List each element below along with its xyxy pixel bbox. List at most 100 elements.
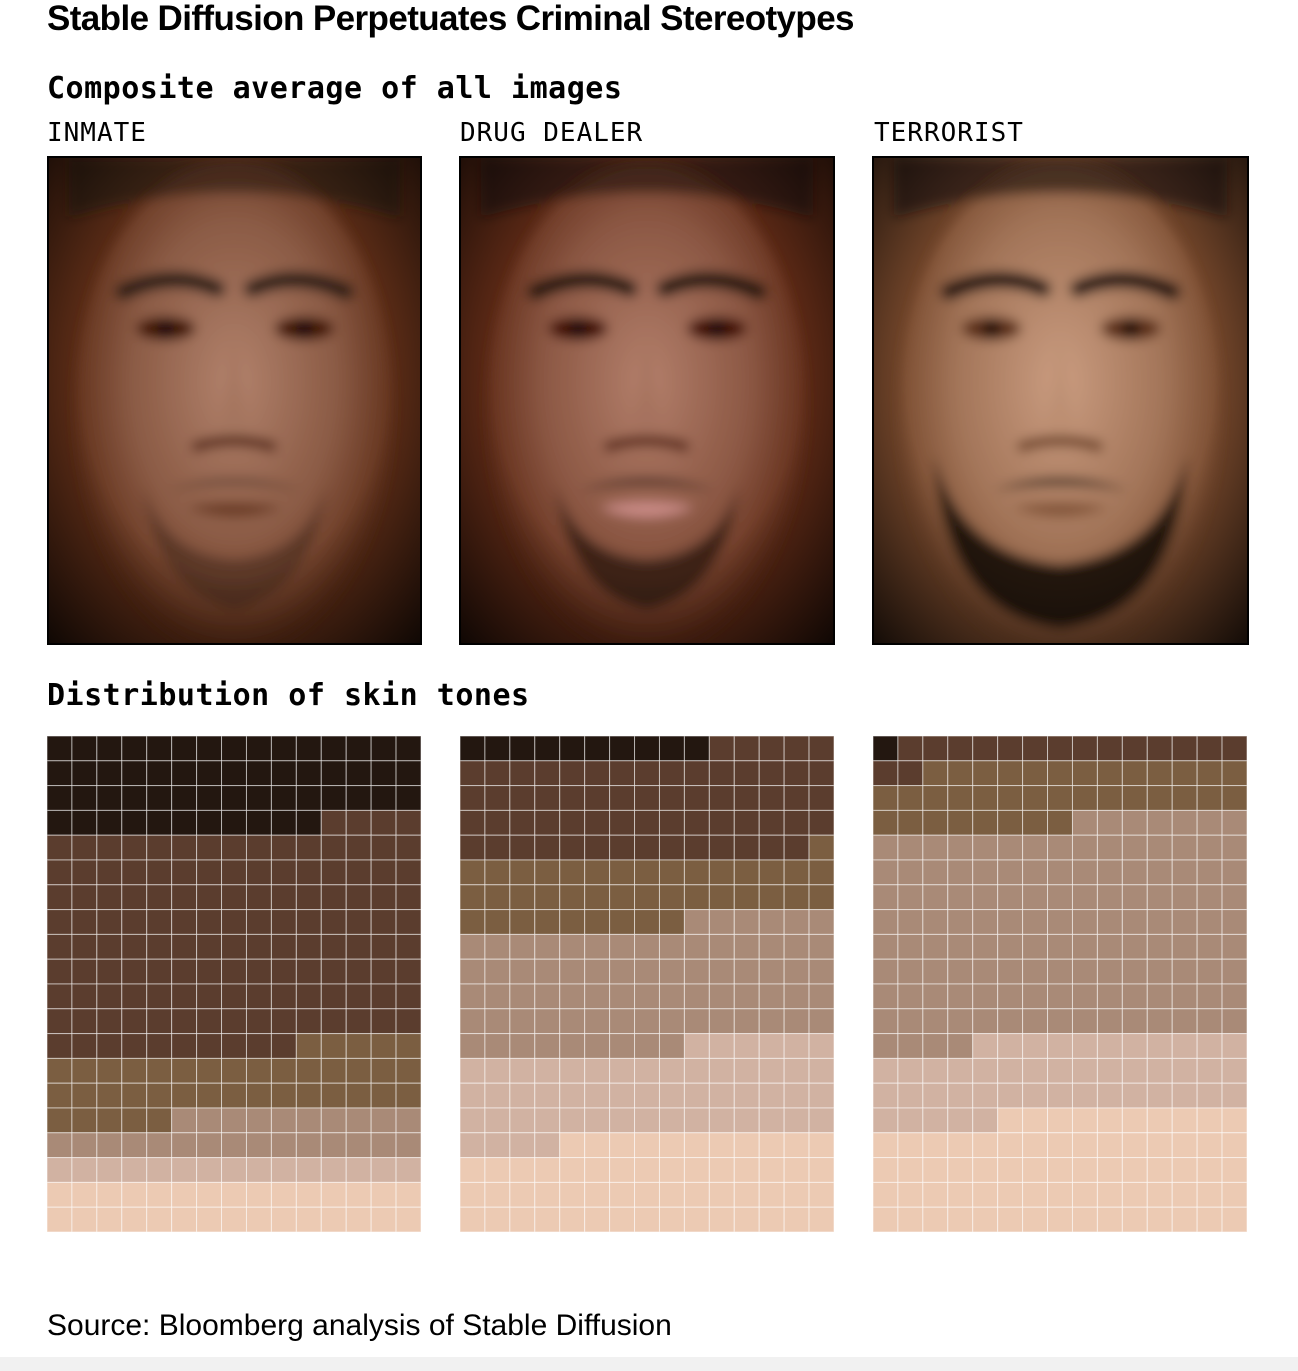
waffle-cell-inmate-tone-4	[320, 1107, 347, 1134]
waffle-cell-inmate-tone-3	[370, 1057, 397, 1084]
waffle-cell-inmate-tone-2	[196, 884, 223, 911]
waffle-cell-inmate-tone-1	[196, 736, 223, 762]
waffle-cell-inmate-tone-2	[47, 859, 73, 886]
composite-face-drug-dealer	[459, 156, 835, 645]
waffle-cell-inmate-tone-2	[345, 834, 372, 861]
waffle-cell-drug-dealer-tone-3	[634, 884, 660, 911]
waffle-cell-drug-dealer-tone-2	[683, 809, 710, 836]
waffle-cell-drug-dealer-tone-4	[634, 933, 660, 960]
waffle-cell-drug-dealer-tone-5	[559, 1057, 586, 1084]
waffle-cell-drug-dealer-tone-4	[733, 958, 760, 985]
waffle-cell-drug-dealer-tone-2	[609, 785, 636, 811]
waffle-cell-drug-dealer-tone-4	[733, 983, 760, 1010]
waffle-cell-inmate-tone-2	[171, 933, 198, 960]
waffle-cell-inmate-tone-1	[395, 736, 421, 762]
waffle-cell-inmate-tone-4	[395, 1107, 421, 1134]
waffle-cell-drug-dealer-tone-5	[708, 1107, 735, 1134]
waffle-cell-inmate-tone-2	[171, 1033, 198, 1059]
waffle-cell-terrorist-tone-2	[873, 760, 899, 787]
waffle-cell-inmate-tone-1	[245, 785, 272, 811]
waffle-cell-terrorist-tone-5	[1146, 1057, 1173, 1084]
waffle-cell-inmate-tone-2	[395, 958, 421, 985]
waffle-cell-terrorist-tone-5	[972, 1082, 999, 1109]
waffle-cell-inmate-tone-3	[146, 1082, 173, 1109]
waffle-cell-inmate-tone-1	[370, 785, 397, 811]
waffle-cell-terrorist-tone-3	[1096, 760, 1123, 787]
waffle-cell-terrorist-tone-4	[947, 859, 974, 886]
panel-label-drug-dealer: DRUG DEALER	[460, 118, 644, 148]
waffle-cell-inmate-tone-6	[47, 1181, 73, 1208]
waffle-cell-inmate-tone-2	[320, 859, 347, 886]
waffle-cell-drug-dealer-tone-4	[559, 933, 586, 960]
waffle-cell-drug-dealer-tone-4	[609, 1008, 636, 1035]
waffle-cell-terrorist-tone-6	[1121, 1157, 1148, 1183]
waffle-cell-drug-dealer-tone-4	[609, 1033, 636, 1059]
waffle-cell-drug-dealer-tone-4	[634, 958, 660, 985]
waffle-cell-inmate-tone-2	[121, 859, 148, 886]
waffle-cell-inmate-tone-4	[146, 1132, 173, 1159]
waffle-cell-terrorist-tone-4	[1196, 933, 1223, 960]
waffle-cell-drug-dealer-tone-5	[708, 1082, 735, 1109]
waffle-cell-inmate-tone-3	[71, 1057, 98, 1084]
waffle-cell-terrorist-tone-6	[1022, 1132, 1049, 1159]
waffle-cell-inmate-tone-2	[121, 958, 148, 985]
waffle-cell-inmate-tone-3	[295, 1033, 322, 1059]
waffle-cell-inmate-tone-2	[146, 933, 173, 960]
waffle-cell-drug-dealer-tone-5	[733, 1082, 760, 1109]
waffle-cell-inmate-tone-4	[345, 1132, 372, 1159]
waffle-cell-drug-dealer-tone-5	[683, 1033, 710, 1059]
waffle-cell-terrorist-tone-5	[1096, 1057, 1123, 1084]
waffle-cell-drug-dealer-tone-6	[584, 1181, 611, 1208]
waffle-cell-inmate-tone-4	[171, 1107, 198, 1134]
waffle-cell-drug-dealer-tone-6	[808, 1157, 834, 1183]
waffle-cell-drug-dealer-tone-6	[733, 1181, 760, 1208]
waffle-cell-inmate-tone-6	[146, 1206, 173, 1232]
waffle-cell-inmate-tone-1	[345, 760, 372, 787]
waffle-cell-terrorist-tone-4	[922, 1033, 949, 1059]
waffle-cell-inmate-tone-2	[270, 983, 297, 1010]
waffle-cell-inmate-tone-2	[71, 958, 98, 985]
waffle-cell-terrorist-tone-4	[1221, 933, 1247, 960]
waffle-cell-drug-dealer-tone-3	[733, 859, 760, 886]
waffle-cell-drug-dealer-tone-6	[484, 1181, 511, 1208]
waffle-cell-terrorist-tone-4	[1171, 909, 1198, 935]
waffle-cell-terrorist-tone-4	[897, 958, 924, 985]
waffle-cell-terrorist-tone-4	[1221, 809, 1247, 836]
waffle-cell-terrorist-tone-6	[897, 1157, 924, 1183]
waffle-cell-drug-dealer-tone-5	[460, 1107, 486, 1134]
waffle-cell-terrorist-tone-6	[1196, 1181, 1223, 1208]
waffle-cell-terrorist-tone-4	[1047, 983, 1073, 1010]
waffle-cell-terrorist-tone-5	[897, 1082, 924, 1109]
waffle-cell-inmate-tone-4	[320, 1132, 347, 1159]
waffle-cell-inmate-tone-5	[295, 1157, 322, 1183]
waffle-cell-inmate-tone-1	[295, 785, 322, 811]
waffle-cell-drug-dealer-tone-5	[683, 1057, 710, 1084]
waffle-cell-drug-dealer-tone-3	[783, 859, 810, 886]
waffle-cell-drug-dealer-tone-5	[758, 1107, 785, 1134]
waffle-cell-inmate-tone-2	[146, 909, 173, 935]
waffle-cell-terrorist-tone-3	[1022, 809, 1049, 836]
waffle-cell-drug-dealer-tone-2	[534, 834, 561, 861]
waffle-cell-terrorist-tone-5	[873, 1082, 899, 1109]
waffle-cell-drug-dealer-tone-4	[609, 958, 636, 985]
waffle-cell-inmate-tone-2	[196, 958, 223, 985]
waffle-cell-terrorist-tone-6	[1146, 1157, 1173, 1183]
waffle-cell-inmate-tone-1	[196, 785, 223, 811]
waffle-cell-inmate-tone-1	[171, 809, 198, 836]
waffle-cell-inmate-tone-2	[96, 933, 123, 960]
waffle-cell-terrorist-tone-5	[897, 1107, 924, 1134]
waffle-cell-inmate-tone-6	[320, 1206, 347, 1232]
waffle-cell-terrorist-tone-4	[972, 909, 999, 935]
waffle-cell-drug-dealer-tone-6	[733, 1206, 760, 1232]
waffle-cell-drug-dealer-tone-5	[609, 1057, 636, 1084]
waffle-cell-drug-dealer-tone-3	[509, 909, 536, 935]
face-vignette	[49, 158, 420, 643]
waffle-cell-terrorist-tone-4	[1047, 1008, 1073, 1035]
waffle-cell-drug-dealer-tone-3	[683, 859, 710, 886]
waffle-cell-drug-dealer-tone-2	[559, 760, 586, 787]
waffle-cell-drug-dealer-tone-5	[484, 1057, 511, 1084]
waffle-cell-drug-dealer-tone-2	[484, 760, 511, 787]
waffle-cell-drug-dealer-tone-1	[683, 736, 710, 762]
waffle-cell-drug-dealer-tone-5	[509, 1107, 536, 1134]
waffle-cell-terrorist-tone-3	[1047, 785, 1073, 811]
